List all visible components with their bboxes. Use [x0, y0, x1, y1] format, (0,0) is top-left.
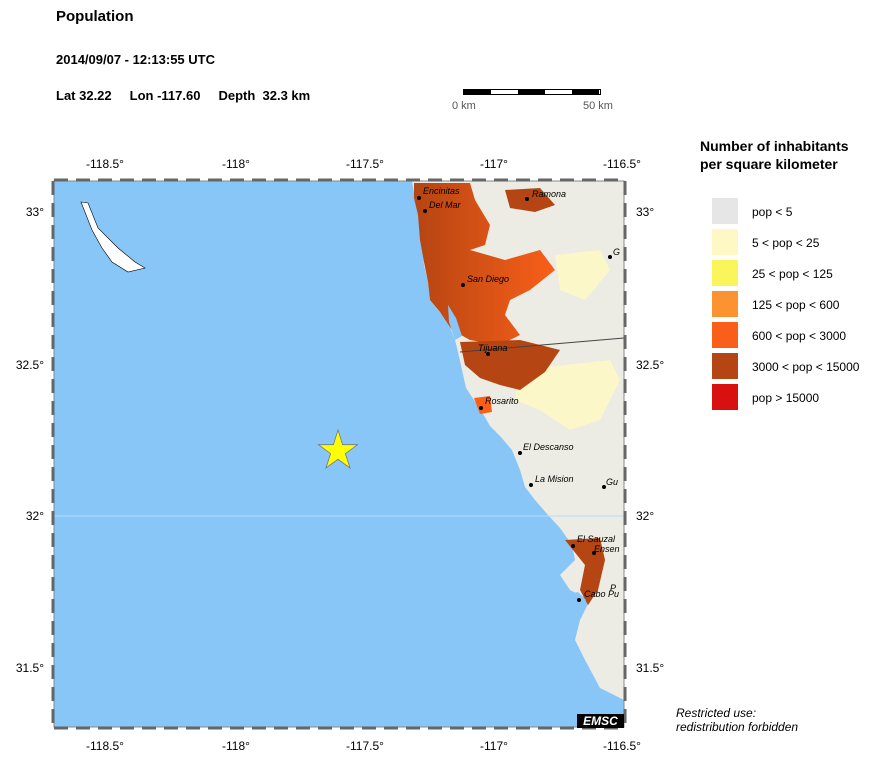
legend-swatch	[712, 353, 738, 379]
lon-tick: -118°	[222, 739, 250, 753]
city-label[interactable]: Tijuana	[478, 343, 507, 353]
lat-tick: 32°	[636, 509, 654, 523]
legend-label: pop < 5	[752, 205, 793, 219]
city-label[interactable]: G	[613, 247, 620, 257]
legend-swatch	[712, 229, 738, 255]
city-label[interactable]: Rosarito	[485, 396, 519, 406]
latitude-value: Lat 32.22	[56, 88, 112, 103]
longitude-value: Lon -117.60	[129, 88, 201, 103]
urban-rosarito	[474, 396, 492, 414]
low-density-zone	[515, 360, 620, 430]
city-label[interactable]: El Descanso	[523, 442, 574, 452]
bay-ensenada	[560, 592, 586, 606]
lat-tick: 32.5°	[636, 358, 664, 372]
scale-start-label: 0 km	[452, 100, 476, 112]
restricted-use-note: Restricted use: redistribution forbidden	[676, 706, 798, 734]
bay-san-diego	[448, 305, 462, 340]
lon-tick: -117.5°	[346, 739, 384, 753]
lon-ticks-top: -118.5° -118° -117.5° -117° -116.5°	[86, 157, 641, 171]
legend-label: pop > 15000	[752, 391, 820, 405]
international-border	[459, 337, 624, 353]
scale-bar-graphic	[463, 89, 601, 95]
legend-swatch	[712, 384, 738, 410]
lon-tick: -116.5°	[603, 157, 641, 171]
star-icon[interactable]	[317, 428, 359, 470]
low-density-zone	[555, 250, 610, 300]
city-label[interactable]: Gu	[606, 477, 618, 487]
depth-value: Depth 32.3 km	[218, 88, 311, 103]
legend-label: 5 < pop < 25	[752, 236, 820, 250]
restricted-line2: redistribution forbidden	[676, 720, 799, 734]
lat-tick: 32.5°	[16, 358, 44, 372]
lat-tick: 31.5°	[16, 661, 44, 675]
legend-label: 3000 < pop < 15000	[752, 360, 860, 374]
lon-tick: -118.5°	[86, 739, 124, 753]
urban-ensenada	[565, 538, 605, 605]
legend-title-line2: per square kilometer	[700, 156, 838, 172]
legend-label: 125 < pop < 600	[752, 298, 840, 312]
legend-label: 600 < pop < 3000	[752, 329, 847, 343]
map-title: Population	[56, 8, 134, 25]
city-label[interactable]: San Diego	[467, 274, 509, 284]
lon-tick: -117.5°	[346, 157, 384, 171]
scale-end-label: 50 km	[583, 100, 613, 112]
legend-swatch	[712, 198, 738, 224]
legend-title-line1: Number of inhabitants	[700, 138, 849, 154]
legend-title: Number of inhabitants per square kilomet…	[700, 137, 849, 173]
lat-ticks-right: 33° 32.5° 32° 31.5°	[636, 205, 664, 675]
lon-tick: -117°	[480, 739, 508, 753]
legend-swatch	[712, 260, 738, 286]
city-label[interactable]: P	[610, 583, 616, 593]
lat-ticks-left: 33° 32.5° 32° 31.5°	[16, 205, 44, 675]
city-label[interactable]: La Mision	[535, 474, 574, 484]
lon-tick: -117°	[480, 157, 508, 171]
lat-tick: 33°	[636, 205, 654, 219]
urban-ramona	[505, 188, 555, 212]
lon-ticks-bottom: -118.5° -118° -117.5° -117° -116.5°	[86, 739, 641, 753]
urban-tijuana	[460, 340, 560, 390]
city-label[interactable]: Encinitas	[423, 186, 460, 196]
lat-tick: 33°	[26, 205, 44, 219]
lon-tick: -116.5°	[603, 739, 641, 753]
legend-swatch	[712, 291, 738, 317]
city-label[interactable]: Ensen	[594, 544, 620, 554]
city-label[interactable]: Del Mar	[429, 200, 462, 210]
lon-tick: -118.5°	[86, 157, 124, 171]
san-clemente-island	[80, 201, 146, 273]
event-location: Lat 32.22 Lon -117.60 Depth 32.3 km	[56, 88, 328, 103]
city-label[interactable]: Cabo Pu	[584, 589, 619, 599]
lat-tick: 32°	[26, 509, 44, 523]
lon-tick: -118°	[222, 157, 250, 171]
legend-swatch	[712, 322, 738, 348]
frame-dash-top	[51, 178, 627, 730]
lat-tick: 31.5°	[636, 661, 664, 675]
restricted-line1: Restricted use:	[676, 706, 757, 720]
city-markers: Encinitas Del Mar Ramona San Diego Tijua…	[417, 186, 620, 602]
event-datetime: 2014/09/07 - 12:13:55 UTC	[56, 52, 215, 67]
emsc-logo: EMSC	[577, 714, 624, 728]
city-label[interactable]: Ramona	[532, 189, 566, 199]
city-label[interactable]: El Sauzal	[577, 534, 616, 544]
scale-bar: 0 km 50 km	[448, 84, 628, 114]
legend-label: 25 < pop < 125	[752, 267, 833, 281]
urban-san-diego	[414, 183, 555, 345]
